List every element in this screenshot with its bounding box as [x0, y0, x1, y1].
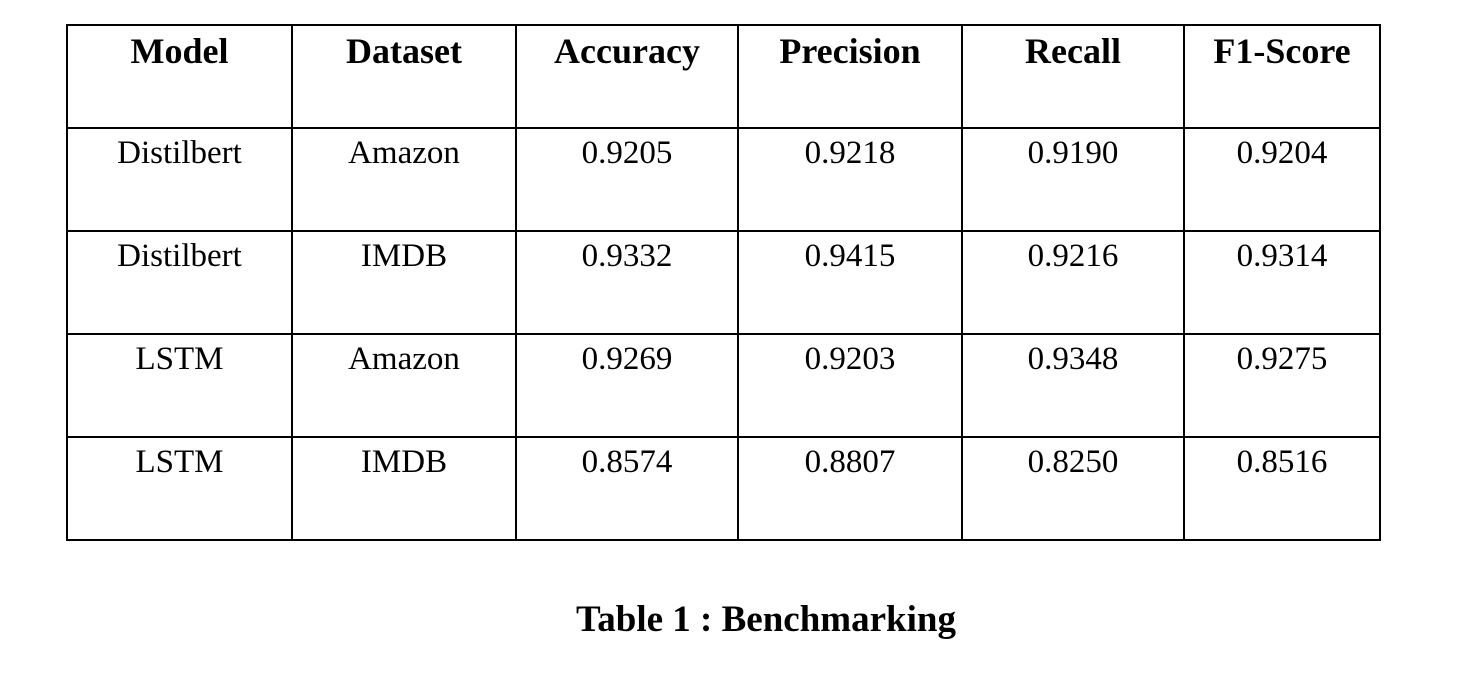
- cell-f1-score: 0.9204: [1183, 127, 1381, 232]
- header-precision: Precision: [737, 24, 963, 129]
- cell-dataset: IMDB: [291, 436, 517, 541]
- cell-model: LSTM: [66, 333, 293, 438]
- header-model: Model: [66, 24, 293, 129]
- cell-dataset: IMDB: [291, 230, 517, 335]
- cell-recall: 0.9216: [961, 230, 1185, 335]
- cell-precision: 0.9203: [737, 333, 963, 438]
- cell-precision: 0.9415: [737, 230, 963, 335]
- table-caption: Table 1 : Benchmarking: [576, 599, 956, 640]
- cell-f1-score: 0.9314: [1183, 230, 1381, 335]
- cell-model: Distilbert: [66, 230, 293, 335]
- cell-recall: 0.8250: [961, 436, 1185, 541]
- cell-accuracy: 0.8574: [515, 436, 739, 541]
- table-row: LSTM Amazon 0.9269 0.9203 0.9348 0.9275: [66, 333, 1381, 438]
- benchmark-table: Model Dataset Accuracy Precision Recall …: [66, 24, 1381, 541]
- cell-accuracy: 0.9205: [515, 127, 739, 232]
- cell-precision: 0.9218: [737, 127, 963, 232]
- cell-dataset: Amazon: [291, 333, 517, 438]
- table-header-row: Model Dataset Accuracy Precision Recall …: [66, 24, 1381, 129]
- header-recall: Recall: [961, 24, 1185, 129]
- cell-f1-score: 0.9275: [1183, 333, 1381, 438]
- cell-recall: 0.9190: [961, 127, 1185, 232]
- table-row: Distilbert Amazon 0.9205 0.9218 0.9190 0…: [66, 127, 1381, 232]
- cell-precision: 0.8807: [737, 436, 963, 541]
- table-row: LSTM IMDB 0.8574 0.8807 0.8250 0.8516: [66, 436, 1381, 541]
- table-row: Distilbert IMDB 0.9332 0.9415 0.9216 0.9…: [66, 230, 1381, 335]
- header-accuracy: Accuracy: [515, 24, 739, 129]
- cell-model: LSTM: [66, 436, 293, 541]
- cell-accuracy: 0.9332: [515, 230, 739, 335]
- cell-accuracy: 0.9269: [515, 333, 739, 438]
- header-f1-score: F1-Score: [1183, 24, 1381, 129]
- cell-f1-score: 0.8516: [1183, 436, 1381, 541]
- cell-model: Distilbert: [66, 127, 293, 232]
- cell-dataset: Amazon: [291, 127, 517, 232]
- header-dataset: Dataset: [291, 24, 517, 129]
- cell-recall: 0.9348: [961, 333, 1185, 438]
